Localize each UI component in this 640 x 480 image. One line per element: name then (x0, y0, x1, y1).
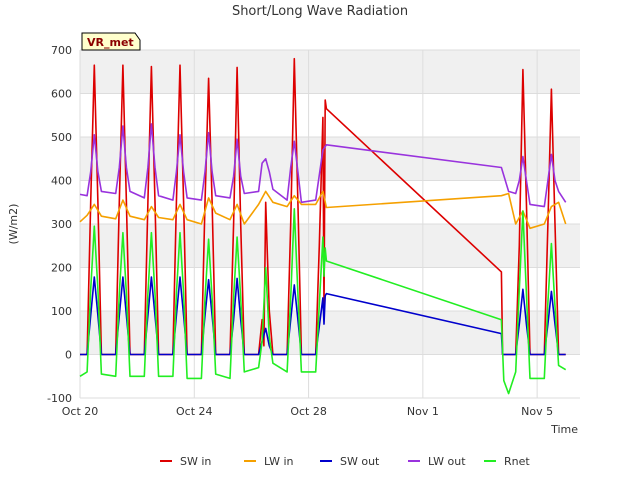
y-tick-label: 100 (51, 305, 72, 318)
y-tick-label: 400 (51, 175, 72, 188)
legend-item-sw-out: SW out (320, 455, 380, 468)
y-axis-label: (W/m2) (7, 204, 20, 245)
y-tick-label: 300 (51, 218, 72, 231)
legend-label: SW in (180, 455, 211, 468)
plot-band (80, 180, 580, 224)
y-axis-ticks: -100 0 100 200 300 400 500 600 700 (47, 44, 72, 405)
station-badge-label: VR_met (87, 36, 134, 49)
y-tick-label: 0 (65, 349, 72, 362)
x-axis-ticks: Oct 20 Oct 24 Oct 28 Nov 1 Nov 5 (62, 405, 553, 418)
x-tick-label: Oct 20 (62, 405, 99, 418)
plot-band (80, 354, 580, 398)
plot-band (80, 93, 580, 137)
legend-item-lw-out: LW out (408, 455, 466, 468)
y-tick-label: 500 (51, 131, 72, 144)
station-badge-box (81, 32, 141, 51)
y-tick-label: -100 (47, 392, 72, 405)
x-axis-label: Time (550, 423, 578, 436)
legend-item-lw-in: LW in (244, 455, 294, 468)
y-tick-label: 700 (51, 44, 72, 57)
x-tick-label: Nov 1 (407, 405, 439, 418)
grid-lines (79, 49, 580, 399)
plot-band (80, 50, 580, 94)
legend-label: Rnet (504, 455, 530, 468)
series-line-rnet (79, 208, 567, 395)
series-line-lw-out (79, 123, 567, 208)
y-tick-label: 200 (51, 262, 72, 275)
legend: SW in LW in SW out LW out Rnet (160, 455, 530, 468)
chart-title: Short/Long Wave Radiation (232, 4, 408, 19)
x-tick-label: Nov 5 (521, 405, 553, 418)
plot-band (80, 267, 580, 311)
legend-item-rnet: Rnet (484, 455, 530, 468)
x-tick-label: Oct 24 (176, 405, 213, 418)
plot-band (80, 224, 580, 268)
station-badge: VR_met (81, 32, 141, 51)
series-lines (79, 57, 567, 395)
plot-band (80, 137, 580, 181)
legend-label: LW out (428, 455, 466, 468)
series-line-lw-in (79, 190, 567, 230)
legend-item-sw-in: SW in (160, 455, 211, 468)
x-tick-label: Oct 28 (290, 405, 327, 418)
legend-label: LW in (264, 455, 294, 468)
legend-label: SW out (340, 455, 380, 468)
y-tick-label: 600 (51, 88, 72, 101)
